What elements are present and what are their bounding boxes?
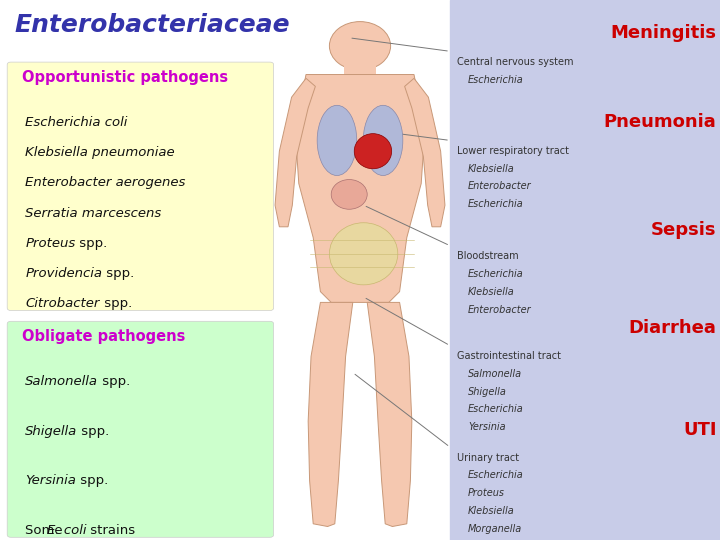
Text: Citrobacter: Citrobacter [25, 297, 99, 310]
Text: Yersinia: Yersinia [25, 474, 76, 487]
Text: Escherichia: Escherichia [468, 199, 523, 210]
Text: spp.: spp. [99, 297, 132, 310]
Text: Klebsiella pneumoniae: Klebsiella pneumoniae [25, 146, 175, 159]
Text: spp.: spp. [76, 237, 108, 249]
Text: Gastrointestinal tract: Gastrointestinal tract [457, 351, 561, 361]
Text: Shigella: Shigella [25, 425, 78, 438]
Text: Proteus: Proteus [25, 237, 76, 249]
Text: UTI: UTI [683, 421, 716, 439]
Text: Central nervous system: Central nervous system [457, 57, 574, 67]
Text: spp.: spp. [102, 267, 135, 280]
Text: Enterobacteriaceae: Enterobacteriaceae [14, 14, 290, 37]
Bar [450, 0, 720, 540]
Text: Escherichia: Escherichia [468, 404, 523, 415]
Text: strains: strains [86, 524, 135, 537]
Text: Shigella: Shigella [468, 387, 507, 397]
Text: Sepsis: Sepsis [651, 221, 716, 239]
Text: Klebsiella: Klebsiella [468, 506, 515, 516]
Ellipse shape [329, 22, 391, 70]
Text: Yersinia: Yersinia [468, 422, 505, 433]
Text: Escherichia: Escherichia [468, 470, 523, 481]
Text: spp.: spp. [78, 425, 109, 438]
Text: Urinary tract: Urinary tract [457, 453, 519, 463]
Ellipse shape [330, 222, 397, 285]
Text: E. coli: E. coli [47, 524, 86, 537]
Text: Enterobacter: Enterobacter [468, 181, 531, 192]
Text: Bloodstream: Bloodstream [457, 251, 519, 261]
Text: Proteus: Proteus [468, 488, 505, 498]
Text: Enterobacter: Enterobacter [468, 305, 531, 315]
Ellipse shape [364, 105, 403, 176]
Ellipse shape [317, 105, 357, 176]
Text: Salmonella: Salmonella [468, 369, 522, 379]
Text: Escherichia: Escherichia [468, 75, 523, 85]
Text: Enterobacter aerogenes: Enterobacter aerogenes [25, 177, 186, 190]
Text: Escherichia: Escherichia [468, 269, 523, 279]
Text: Diarrhea: Diarrhea [629, 319, 716, 336]
FancyBboxPatch shape [7, 321, 274, 537]
Polygon shape [405, 78, 445, 227]
FancyBboxPatch shape [7, 62, 274, 310]
Ellipse shape [331, 179, 367, 209]
Text: Pneumonia: Pneumonia [603, 113, 716, 131]
Text: Salmonella: Salmonella [25, 375, 98, 388]
Text: Meningitis: Meningitis [611, 24, 716, 42]
Polygon shape [308, 302, 353, 526]
Bar [344, 54, 376, 75]
Polygon shape [275, 78, 315, 227]
Text: Escherichia coli: Escherichia coli [25, 116, 127, 129]
Text: Providencia: Providencia [25, 267, 102, 280]
Text: Klebsiella: Klebsiella [468, 164, 515, 174]
Polygon shape [367, 302, 412, 526]
Text: Some: Some [25, 524, 67, 537]
Text: Lower respiratory tract: Lower respiratory tract [457, 146, 570, 156]
Text: Obligate pathogens: Obligate pathogens [22, 329, 185, 345]
Text: Opportunistic pathogens: Opportunistic pathogens [22, 70, 228, 85]
Polygon shape [295, 75, 425, 302]
Text: spp.: spp. [76, 474, 108, 487]
Text: Klebsiella: Klebsiella [468, 287, 515, 297]
Text: Serratia marcescens: Serratia marcescens [25, 206, 161, 220]
Ellipse shape [354, 133, 392, 168]
Text: spp.: spp. [98, 375, 130, 388]
Text: Morganella: Morganella [468, 524, 522, 534]
